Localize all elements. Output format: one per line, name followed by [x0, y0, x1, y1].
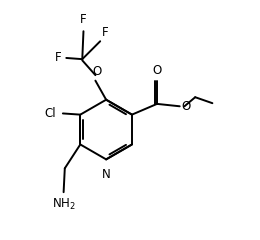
Text: N: N [102, 168, 110, 181]
Text: NH$_2$: NH$_2$ [52, 197, 75, 212]
Text: O: O [181, 100, 191, 113]
Text: O: O [152, 64, 162, 77]
Text: F: F [55, 51, 62, 65]
Text: Cl: Cl [45, 107, 56, 120]
Text: F: F [80, 13, 87, 26]
Text: F: F [102, 26, 109, 39]
Text: O: O [92, 65, 101, 78]
